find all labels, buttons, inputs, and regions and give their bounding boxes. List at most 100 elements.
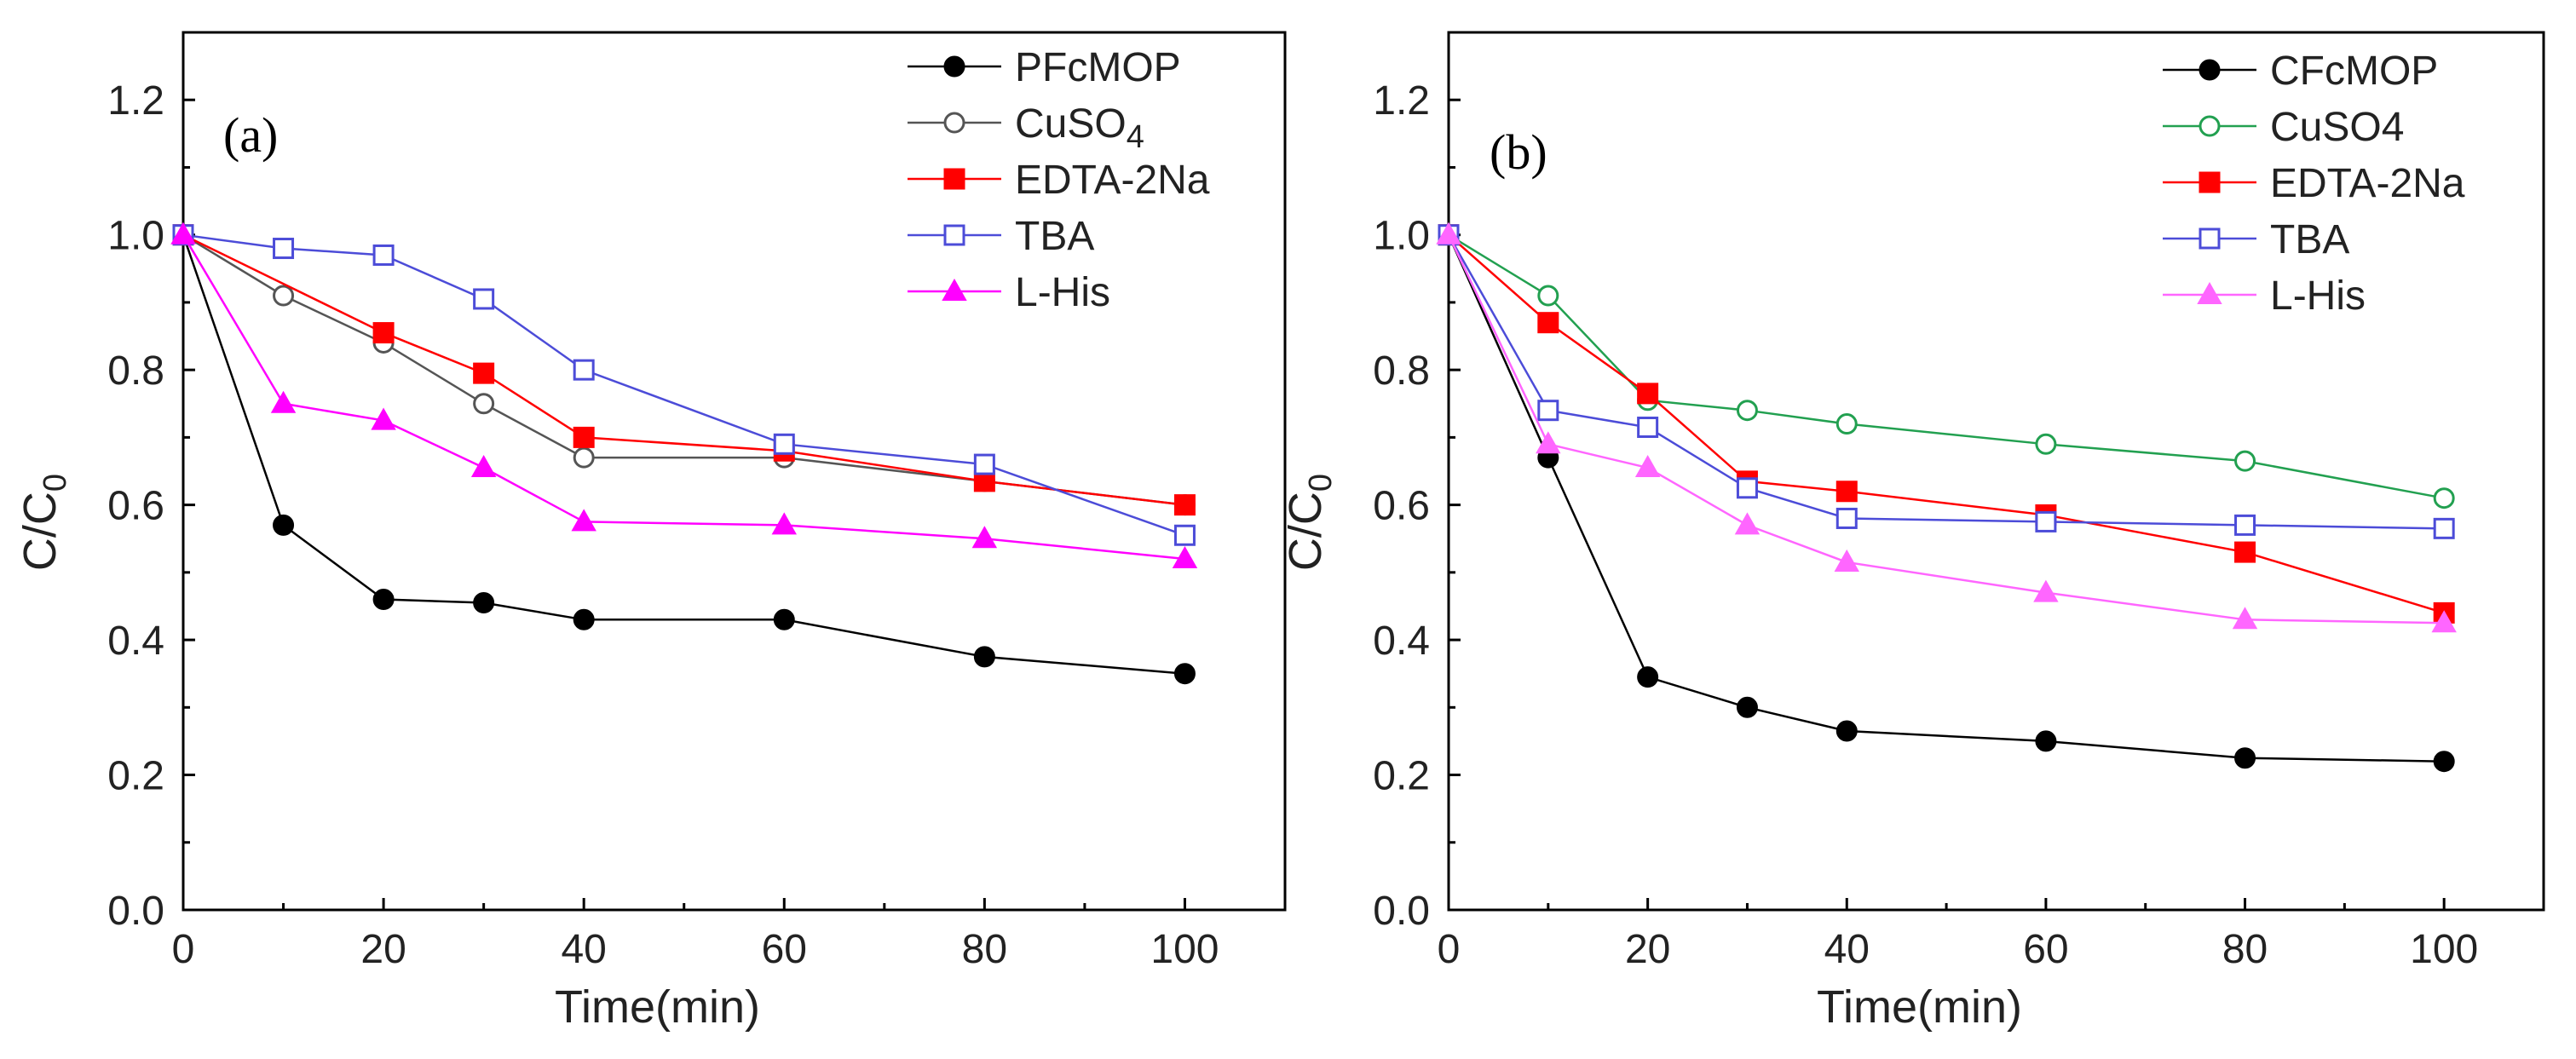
x-tick-label-a: 40 [561, 927, 606, 972]
legend-label-sub: 4 [1127, 119, 1144, 155]
x-tick-label-a: 80 [962, 927, 1007, 972]
data-point [473, 362, 495, 384]
data-point [372, 244, 395, 266]
series-line [1447, 234, 2445, 624]
legend-label-main: L-His [2270, 273, 2366, 319]
data-point [1173, 663, 1196, 685]
x-tick-label-b: 20 [1625, 927, 1670, 972]
data-point [273, 238, 295, 260]
y-axis-title-sub-a: 0 [37, 474, 73, 492]
panel-label-a: (a) [223, 107, 278, 163]
y-tick-label-b: 0.8 [1373, 348, 1430, 394]
x-tick-label-b: 60 [2023, 927, 2068, 972]
data-point [573, 426, 595, 448]
legend-label-main: TBA [2270, 217, 2349, 262]
x-tick-label-a: 0 [172, 927, 195, 972]
series-line [1447, 234, 2445, 530]
data-point [1173, 494, 1196, 516]
y-tick-label-b: 0.0 [1373, 889, 1430, 934]
data-point [2431, 610, 2457, 633]
y-tick-label-b: 0.6 [1373, 484, 1430, 529]
y-axis-title-a: C/C0 [14, 474, 73, 571]
data-point [372, 589, 395, 611]
y-axis-title-b: C/C0 [1280, 474, 1339, 571]
data-point [2035, 433, 2057, 455]
data-point [1835, 507, 1858, 529]
data-point [573, 608, 595, 630]
data-point [1537, 400, 1559, 422]
y-tick-label-a: 0.2 [107, 754, 164, 799]
data-point [2433, 487, 2455, 509]
data-point [1736, 477, 1758, 499]
data-point [1637, 383, 1659, 405]
legend-label: EDTA-2Na [1015, 158, 1210, 203]
data-point [2234, 514, 2256, 536]
data-point [1835, 413, 1858, 435]
data-point [973, 646, 995, 668]
x-tick-label-b: 80 [2222, 927, 2268, 972]
data-point [372, 322, 395, 344]
x-tick-label-b: 100 [2410, 927, 2478, 972]
data-point [1537, 285, 1559, 307]
legend-label-main: EDTA-2Na [2270, 161, 2465, 206]
series-line [1447, 234, 2445, 763]
data-point [1736, 696, 1758, 718]
data-point [1536, 431, 1561, 454]
data-point [273, 514, 295, 536]
data-point [571, 509, 596, 532]
data-point [773, 433, 795, 455]
series-line [1448, 233, 2445, 499]
data-point [973, 453, 995, 475]
series-pfcmop-a [172, 224, 1196, 685]
y-tick-label-a: 0.6 [107, 484, 164, 529]
x-tick-label-a: 60 [762, 927, 807, 972]
legend-marker [942, 278, 967, 301]
legend-marker [943, 224, 965, 246]
legend-label: L-His [1015, 270, 1110, 315]
legend-label: L-His [2270, 273, 2366, 319]
legend-label: CFcMOP [2270, 49, 2438, 94]
data-point [1173, 524, 1196, 546]
x-tick-label-b: 0 [1438, 927, 1461, 972]
series-line [182, 234, 1185, 675]
series-line [182, 233, 1185, 537]
y-axis-title-sub-b: 0 [1303, 474, 1339, 492]
panel-label-b: (b) [1490, 124, 1547, 180]
data-point [1835, 481, 1858, 503]
legend-label-main: L-His [1015, 270, 1110, 315]
data-point [371, 407, 396, 430]
data-point [1736, 400, 1758, 422]
legend-label-main: EDTA-2Na [1015, 158, 1210, 203]
data-point [470, 455, 497, 478]
legend-marker [2199, 171, 2221, 193]
legend-label-main: CFcMOP [2270, 49, 2438, 94]
series-line [182, 234, 1185, 561]
y-tick-label-b: 0.2 [1373, 754, 1430, 799]
data-point [2234, 541, 2256, 563]
series-cfcmop-b [1438, 224, 2455, 773]
legend-marker [943, 168, 965, 190]
plot-frame-a [182, 31, 1287, 912]
data-point [2433, 517, 2455, 539]
data-point [1436, 222, 1461, 245]
y-axis-title-main-b: C/C [1280, 492, 1331, 571]
legend-label: CuSO4 [1015, 101, 1144, 155]
data-point [2433, 751, 2455, 773]
y-tick-label-a: 0.4 [107, 619, 164, 664]
data-point [1734, 512, 1761, 535]
chart-panel-a: (a) Time(min) C/C0 0 20 40 60 80 1000.00.20.4… [14, 31, 1287, 1033]
y-tick-label-b: 1.0 [1373, 214, 1430, 259]
data-point [771, 512, 797, 535]
plot-frame-b [1447, 31, 2545, 912]
legend-label: CuSO4 [2270, 105, 2404, 150]
data-point [1172, 545, 1198, 568]
y-tick-label-a: 0.0 [107, 889, 164, 934]
series-line [182, 233, 1185, 506]
legend-b: CFcMOP CuSO4 EDTA-2Na TBA L-His [2163, 49, 2465, 319]
legend-marker [2199, 227, 2221, 250]
data-point [270, 390, 297, 413]
y-tick-label-a: 1.0 [107, 214, 164, 259]
series-tba-a [172, 224, 1196, 546]
legend-label: TBA [2270, 217, 2349, 262]
